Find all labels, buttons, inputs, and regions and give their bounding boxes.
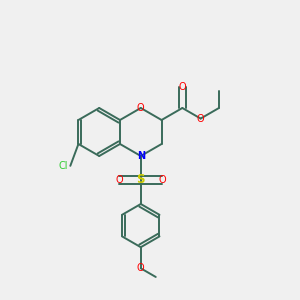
Text: O: O [137, 103, 145, 113]
Text: O: O [178, 82, 186, 92]
Text: S: S [136, 173, 145, 187]
Text: N: N [137, 151, 145, 161]
Text: O: O [159, 175, 166, 185]
Text: O: O [137, 263, 145, 273]
Text: Cl: Cl [59, 161, 68, 171]
Text: O: O [197, 114, 205, 124]
Text: O: O [116, 175, 123, 185]
